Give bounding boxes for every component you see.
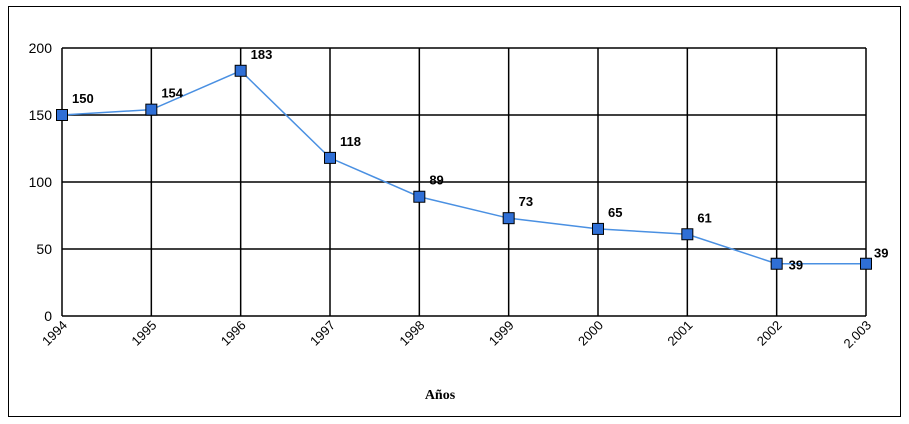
x-tick-label: 2.003: [841, 318, 875, 352]
data-label: 39: [789, 258, 803, 273]
data-point: [234, 64, 247, 77]
data-point: [324, 151, 336, 164]
data-label: 89: [429, 173, 443, 188]
data-label: 118: [340, 134, 361, 149]
data-label: 73: [519, 194, 533, 209]
grid: [61, 47, 867, 317]
data-point: [413, 190, 426, 203]
y-tick-label: 100: [29, 174, 53, 190]
data-labels: 150 154 183 118 89 73 65 61 39 39: [72, 47, 888, 273]
data-label: 39: [874, 246, 888, 261]
data-label: 65: [608, 205, 622, 220]
data-point: [681, 228, 694, 241]
x-axis-label: Años: [425, 388, 456, 403]
series: [56, 64, 872, 270]
y-tick-label: 0: [44, 308, 52, 324]
x-tick-label: 1998: [396, 318, 427, 349]
data-point: [502, 212, 515, 225]
y-tick-label: 150: [29, 107, 53, 123]
x-tick-label: 1995: [128, 318, 159, 349]
x-tick-label: 2002: [754, 318, 785, 349]
data-label: 154: [161, 86, 183, 101]
x-tick-label: 1999: [486, 318, 517, 349]
data-point: [770, 257, 783, 270]
data-point: [592, 222, 604, 235]
data-point: [56, 109, 68, 121]
data-label: 183: [251, 47, 273, 62]
x-tick-label: 1996: [218, 318, 249, 349]
x-tick-label: 2000: [575, 318, 606, 349]
y-tick-label: 50: [36, 241, 52, 257]
series-line: [61, 69, 866, 265]
data-label: 150: [72, 91, 94, 106]
y-axis-ticks: 0 50 100 150 200: [29, 40, 53, 324]
chart-frame: [8, 6, 901, 417]
x-axis-ticks: 1994 1995 1996 1997 1998 1999 2000 2001 2002 2.00…: [39, 318, 874, 352]
x-tick-label: 1997: [307, 318, 338, 349]
x-tick-label: 2001: [664, 318, 695, 349]
data-point: [860, 257, 872, 270]
data-label: 61: [697, 210, 711, 225]
y-tick-label: 200: [29, 40, 53, 56]
data-point: [145, 103, 158, 116]
